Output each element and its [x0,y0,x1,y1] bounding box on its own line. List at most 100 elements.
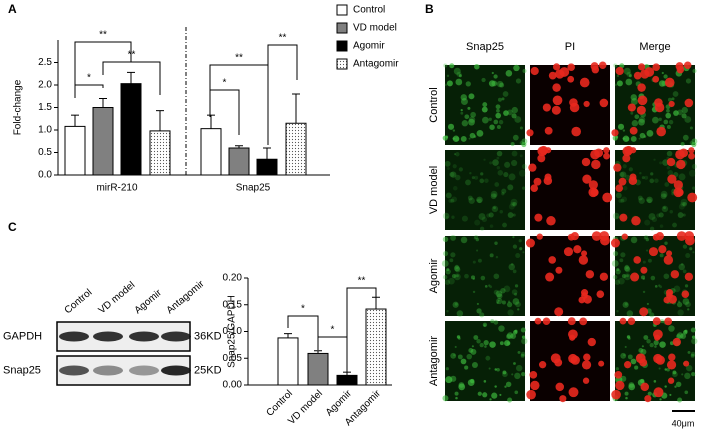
green-signal [669,209,674,214]
row-label: Antagomir [428,336,440,386]
green-signal [646,302,649,306]
green-signal [519,247,523,251]
significance-bracket [346,287,377,375]
green-signal [482,322,488,327]
green-signal [468,93,475,100]
green-signal [519,154,523,158]
red-nucleus [635,353,646,364]
green-signal [445,192,452,199]
blot-band [59,365,89,376]
green-signal [470,348,477,355]
green-signal [476,302,479,306]
red-nucleus [640,266,648,274]
red-nucleus [578,255,589,265]
y-tick-label: 2.5 [38,57,52,68]
green-signal [493,193,498,198]
red-nucleus [599,98,609,108]
blot-row-label: Snap25 [3,364,41,376]
green-signal [644,219,651,226]
green-signal [621,196,628,203]
green-signal [449,171,455,178]
red-nucleus [536,233,543,240]
significance-bracket [74,84,104,98]
green-signal [512,244,518,249]
green-signal [652,116,659,124]
green-signal [443,251,449,257]
red-nucleus [582,174,592,184]
y-tick-label: 0.10 [223,326,243,337]
green-signal [692,68,697,74]
green-signal [522,68,527,74]
green-signal [518,169,526,177]
red-nucleus [551,105,561,115]
green-signal [489,341,496,348]
green-signal [663,119,669,125]
green-signal [690,353,695,358]
red-nucleus [554,307,564,317]
red-nucleus [542,317,551,326]
red-nucleus [573,245,582,254]
green-signal [451,196,458,203]
green-signal [490,193,497,200]
green-signal [496,301,499,304]
green-signal [619,258,624,263]
red-nucleus [681,290,690,298]
red-nucleus [552,63,561,71]
red-nucleus [578,296,586,304]
red-nucleus [663,255,674,265]
green-signal [678,203,685,210]
green-signal [481,216,488,223]
green-signal [685,364,693,372]
red-nucleus [615,66,624,76]
green-signal [496,150,503,157]
red-nucleus [622,154,631,163]
green-signal [467,379,475,387]
green-signal [649,312,655,318]
green-signal [455,396,458,400]
blot-band [161,331,191,342]
red-nucleus [666,360,677,370]
red-nucleus [623,361,632,369]
green-signal [489,398,492,401]
green-signal [634,114,640,120]
green-signal [442,236,449,243]
red-nucleus [581,360,592,370]
green-signal [646,339,651,344]
green-signal [502,371,508,378]
green-signal [449,63,455,69]
green-signal [468,118,475,126]
red-nucleus [618,177,627,186]
green-signal [450,234,456,241]
green-signal [455,174,461,181]
green-signal [667,170,674,176]
red-nucleus [571,126,582,137]
green-signal [622,164,627,169]
green-signal [664,241,668,246]
green-signal [658,284,661,287]
green-signal [643,237,647,240]
green-signal [442,274,448,280]
green-signal [630,94,637,101]
green-signal [634,365,639,370]
red-nucleus [583,353,591,361]
red-nucleus [652,75,660,83]
green-signal [474,234,479,239]
green-signal [659,224,664,228]
blot-size-label: 36KD [194,330,222,342]
green-signal [624,302,628,306]
green-signal [624,264,629,269]
green-signal [623,186,628,191]
green-signal [454,266,461,273]
green-signal [682,202,687,207]
y-axis-label: Fold-change [13,79,24,135]
row-label: Control [428,87,440,122]
green-signal [515,253,521,259]
green-signal [650,275,656,281]
y-tick-label: 0.5 [38,147,52,158]
green-signal [474,219,481,226]
y-tick-label: 2.0 [38,80,52,91]
green-signal [505,70,513,77]
blot-band [93,365,123,376]
green-signal [680,201,686,207]
y-tick-label: 0.00 [223,380,243,391]
